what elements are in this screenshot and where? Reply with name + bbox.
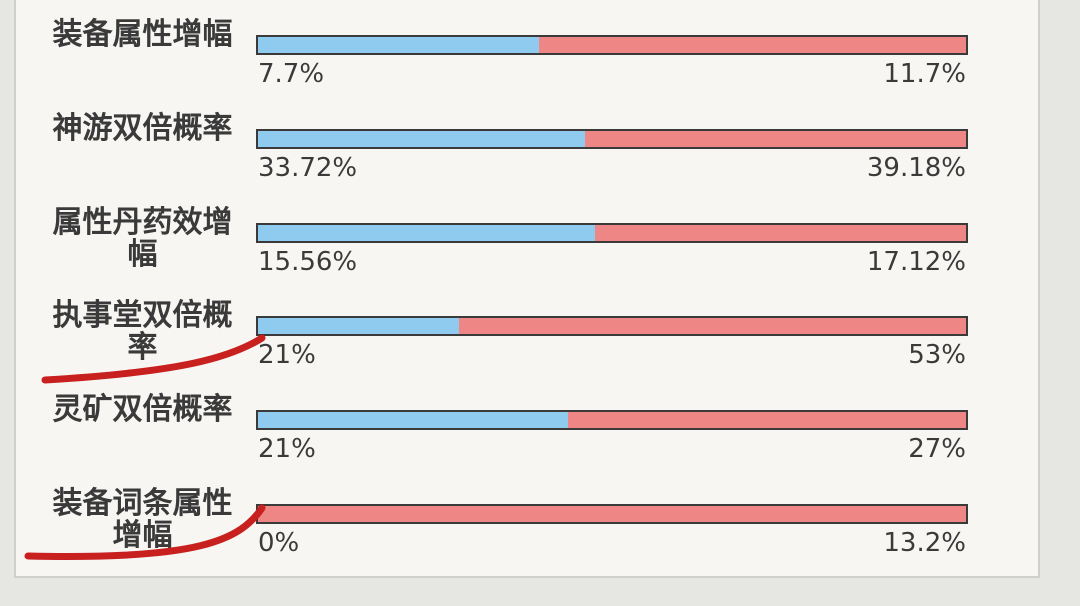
stat-label: 执事堂双倍概率 [52,298,233,366]
current-segment [258,130,586,147]
compare-bar [256,128,968,149]
max-segment [567,412,966,429]
compare-bar [256,410,968,431]
compare-bar [256,504,968,524]
max-segment [539,37,966,53]
underline [41,334,266,384]
max-segment [458,318,966,335]
compare-bar [256,316,968,337]
panel [14,0,1040,578]
underline [24,504,266,560]
stat-label: 神游双倍概率 [52,110,233,146]
max-value: 27% [908,434,966,465]
current-value: 7.7% [258,59,325,89]
max-value: 11.7% [883,59,966,89]
stat-label: 装备词条属性增幅 [52,486,233,553]
stat-label: 装备属性增幅 [52,17,233,52]
max-value: 17.12% [866,246,966,277]
max-value: 39.18% [866,152,966,183]
max-value: 53% [908,340,966,371]
current-value: 15.56% [258,246,358,277]
current-segment [258,224,596,241]
max-segment [585,130,966,147]
current-value: 21% [258,340,316,371]
stat-label: 属性丹药效增幅 [52,204,233,272]
stat-label: 灵矿双倍概率 [52,392,233,428]
current-segment [258,37,539,53]
max-segment [595,224,966,241]
current-value: 21% [258,434,316,465]
compare-bar [256,222,968,243]
max-segment [258,506,966,522]
current-segment [258,318,459,335]
current-value: 33.72% [258,152,358,183]
compare-bar [256,35,968,55]
current-value: 0% [258,528,300,558]
current-segment [258,412,568,429]
max-value: 13.2% [883,528,966,558]
